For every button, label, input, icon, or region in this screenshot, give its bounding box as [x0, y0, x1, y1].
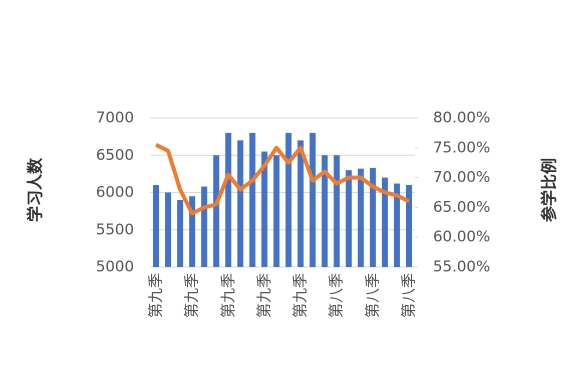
bar — [357, 168, 364, 267]
bar — [249, 132, 256, 267]
bar — [393, 183, 400, 267]
bar — [297, 140, 304, 267]
line — [155, 143, 410, 216]
bar — [153, 185, 160, 267]
y2-tick-label: 75.00% — [433, 138, 490, 156]
bar — [261, 151, 268, 267]
bar — [165, 192, 172, 267]
bar — [177, 199, 184, 267]
x-tick-label: 第九季 — [147, 273, 165, 318]
x-tick-label: 第九季 — [291, 273, 309, 318]
y2-axis-title: 参学比例 — [540, 158, 559, 222]
y-tick-label: 5000 — [96, 258, 134, 276]
bar — [225, 132, 232, 267]
y2-tick-label: 60.00% — [433, 228, 490, 246]
x-tick-label: 第八季 — [399, 273, 417, 318]
bar — [237, 140, 244, 267]
y2-tick-label: 70.00% — [433, 168, 490, 186]
bar — [309, 132, 316, 267]
y-tick-label: 7000 — [96, 109, 134, 127]
y2-tick-label: 55.00% — [433, 258, 490, 276]
x-tick-label: 第九季 — [183, 273, 201, 318]
y-tick-label: 6000 — [96, 183, 134, 201]
y-tick-label: 5500 — [96, 220, 134, 238]
y-axis-title: 学习人数 — [26, 157, 45, 222]
bar — [345, 170, 352, 267]
y-tick-label: 6500 — [96, 146, 134, 164]
x-tick-label: 第八季 — [363, 273, 381, 318]
y2-tick-label: 80.00% — [433, 109, 490, 127]
x-tick-label: 第九季 — [255, 273, 273, 318]
bar — [201, 186, 208, 267]
bar — [369, 167, 376, 267]
bar — [381, 177, 388, 267]
bar — [273, 155, 280, 267]
bar — [189, 196, 196, 267]
y2-tick-label: 65.00% — [433, 198, 490, 216]
x-tick-label: 第八季 — [327, 273, 345, 318]
x-tick-label: 第九季 — [219, 273, 237, 318]
bar — [333, 155, 340, 267]
bar — [405, 185, 412, 267]
bar — [285, 132, 292, 267]
bar — [213, 155, 220, 267]
bar — [321, 155, 328, 267]
